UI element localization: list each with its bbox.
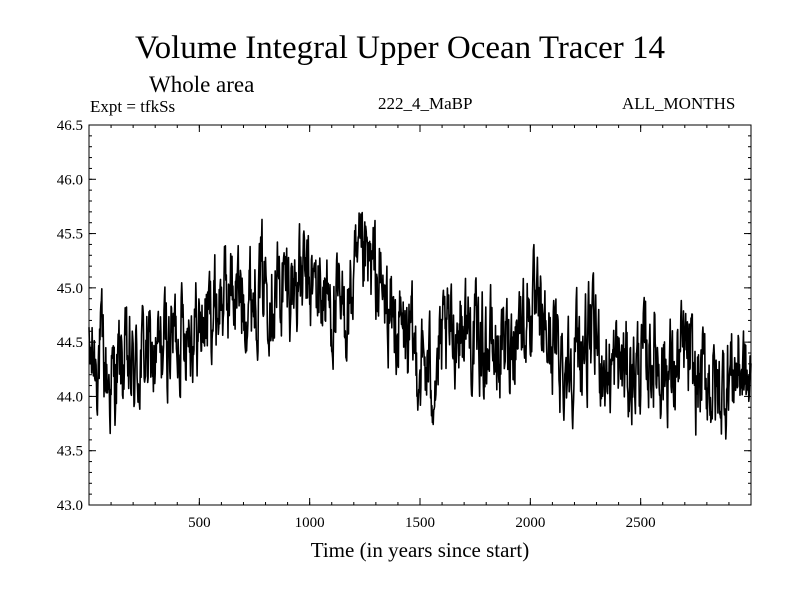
y-tick-label: 43.5 [57,444,83,460]
y-tick-label: 44.5 [57,335,83,351]
x-tick-label: 2500 [626,515,656,531]
series-line [88,211,752,440]
y-tick-label: 46.0 [57,172,83,188]
x-tick-label: 1000 [295,515,325,531]
y-tick-label: 45.0 [57,281,83,297]
x-tick-label: 500 [188,515,211,531]
x-axis-label: Time (in years since start) [310,538,530,562]
y-tick-label: 46.5 [57,118,83,134]
run-label: 222_4_MaBP [378,94,473,113]
plot-frame [88,124,752,506]
x-tick-label: 1500 [405,515,435,531]
y-tick-label: 43.0 [57,498,83,514]
y-tick-label: 44.0 [57,389,83,405]
chart-subtitle: Whole area [149,72,255,97]
months-label: ALL_MONTHS [622,94,736,113]
y-tick-label: 45.5 [57,227,83,243]
experiment-label: Expt = tfkSs [90,97,176,116]
chart-title: Volume Integral Upper Ocean Tracer 14 [135,30,665,66]
x-tick-label: 2000 [515,515,545,531]
